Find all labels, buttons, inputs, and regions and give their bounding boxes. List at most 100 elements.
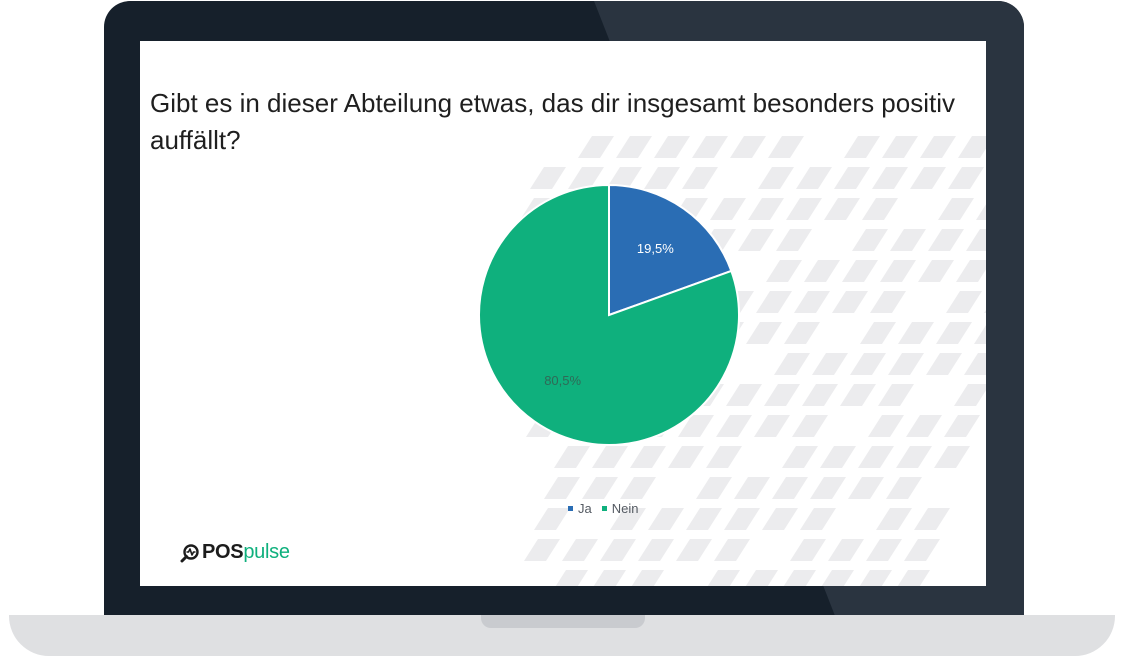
- pattern-tile: [896, 446, 932, 468]
- pattern-tile: [768, 136, 804, 158]
- pattern-tile: [897, 570, 930, 586]
- pattern-tile: [890, 229, 926, 251]
- pattern-tile: [782, 446, 818, 468]
- brand-logo: POS pulse: [180, 541, 290, 564]
- pattern-tile: [840, 384, 876, 406]
- pattern-tile: [746, 322, 782, 344]
- pattern-tile: [644, 167, 680, 189]
- pattern-tile: [748, 198, 784, 220]
- pattern-tile: [668, 446, 704, 468]
- pattern-tile: [592, 446, 628, 468]
- pattern-tile: [754, 415, 790, 437]
- pattern-tile: [954, 384, 986, 406]
- pattern-tile: [796, 167, 832, 189]
- pattern-tile: [914, 508, 950, 530]
- pattern-tile: [966, 229, 986, 251]
- pattern-tile: [958, 136, 986, 158]
- pattern-tile: [524, 539, 560, 561]
- pie-slice-ja: [608, 183, 733, 317]
- pattern-tile: [756, 291, 792, 313]
- pattern-tile: [910, 167, 946, 189]
- question-title: Gibt es in dieser Abteilung etwas, das d…: [150, 88, 955, 155]
- pattern-tile: [610, 508, 646, 530]
- pattern-tile: [872, 167, 908, 189]
- pattern-tile: [976, 204, 986, 220]
- pattern-tile: [554, 446, 590, 468]
- pattern-tile: [866, 539, 902, 561]
- pattern-tile: [936, 322, 972, 344]
- pattern-tile: [784, 322, 820, 344]
- pattern-tile: [880, 260, 916, 282]
- pattern-tile: [928, 229, 964, 251]
- pattern-tile: [593, 570, 626, 586]
- pattern-tile: [616, 136, 652, 158]
- pattern-tile: [862, 198, 898, 220]
- pattern-tile: [544, 477, 580, 499]
- pattern-tile: [882, 136, 918, 158]
- pattern-tile: [948, 167, 984, 189]
- pattern-tile: [772, 477, 808, 499]
- screen: Gibt es in dieser Abteilung etwas, das d…: [140, 41, 986, 586]
- pattern-tile: [904, 539, 940, 561]
- pattern-tile: [878, 384, 914, 406]
- brand-name-strong: POS: [202, 541, 244, 563]
- pattern-tile: [631, 570, 664, 586]
- chart-legend: Ja Nein: [568, 501, 648, 516]
- pattern-tile: [620, 477, 656, 499]
- pattern-tile: [600, 539, 636, 561]
- pattern-tile: [886, 477, 922, 499]
- pattern-tile: [858, 446, 894, 468]
- pie-label-nein: 80,5%: [544, 373, 581, 388]
- laptop-bezel: Gibt es in dieser Abteilung etwas, das d…: [104, 1, 1024, 626]
- pattern-tile: [678, 415, 714, 437]
- pattern-tile: [848, 477, 884, 499]
- pattern-tile: [790, 539, 826, 561]
- pattern-tile: [906, 415, 942, 437]
- pattern-tile: [820, 446, 856, 468]
- pattern-tile: [726, 384, 762, 406]
- legend-item-nein: Nein: [601, 501, 639, 516]
- pattern-tile: [828, 539, 864, 561]
- pattern-tile: [730, 136, 766, 158]
- legend-swatch-nein: [601, 506, 607, 511]
- pattern-tile: [534, 508, 570, 530]
- pattern-tile: [920, 136, 956, 158]
- pie-label-ja: 19,5%: [637, 241, 674, 256]
- legend-label-nein: Nein: [611, 501, 639, 516]
- pattern-tile: [918, 260, 954, 282]
- pattern-tile: [812, 353, 848, 375]
- pattern-tile: [776, 229, 812, 251]
- pattern-tile: [821, 570, 854, 586]
- pattern-tile: [654, 136, 690, 158]
- pattern-tile: [710, 198, 746, 220]
- pattern-tile: [682, 167, 718, 189]
- pattern-tile: [844, 136, 880, 158]
- pattern-tile: [714, 539, 750, 561]
- pattern-tile: [530, 167, 566, 189]
- pattern-tile: [582, 477, 618, 499]
- pattern-tile: [686, 508, 722, 530]
- pattern-tile: [956, 260, 986, 282]
- pattern-tile: [832, 291, 868, 313]
- pattern-tile: [606, 167, 642, 189]
- pattern-tile: [745, 570, 778, 586]
- pattern-tile: [842, 260, 878, 282]
- pattern-tile: [762, 508, 798, 530]
- brand-name-light: pulse: [243, 541, 290, 563]
- pattern-tile: [766, 260, 802, 282]
- pattern-tile: [792, 415, 828, 437]
- pattern-tile: [946, 291, 982, 313]
- pattern-tile: [974, 325, 986, 344]
- pattern-tile: [852, 229, 888, 251]
- pattern-tile: [938, 198, 974, 220]
- pie-slice-nein: [478, 183, 740, 446]
- pattern-tile: [944, 415, 980, 437]
- pattern-tile: [638, 539, 674, 561]
- pattern-tile: [692, 136, 728, 158]
- pattern-tile: [898, 322, 934, 344]
- pattern-tile: [562, 539, 598, 561]
- pattern-tile: [834, 167, 870, 189]
- pattern-tile: [964, 353, 986, 375]
- pattern-tile: [934, 446, 970, 468]
